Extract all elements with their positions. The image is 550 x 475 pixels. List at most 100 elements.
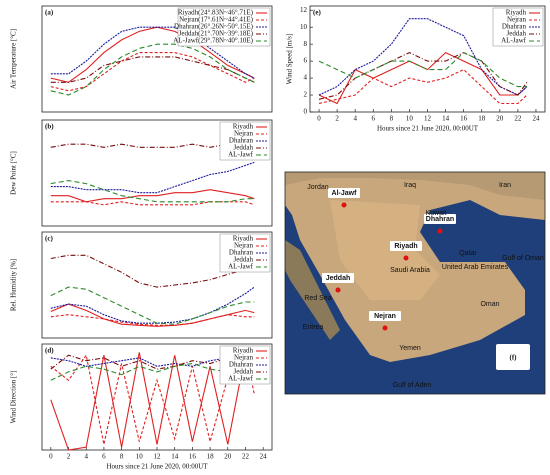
y-axis-label: Wind Speed [m/s] xyxy=(286,34,294,85)
desert xyxy=(330,200,440,300)
legend-label: Dhahran xyxy=(502,23,527,31)
city-label-box xyxy=(322,273,354,283)
x-tick-label: 8 xyxy=(390,115,394,123)
series-line xyxy=(50,303,255,327)
city-label-box xyxy=(328,188,360,198)
x-tick-label: 4 xyxy=(353,115,357,123)
city-label: Al-Jawf xyxy=(332,190,358,197)
place-label: Yemen xyxy=(399,345,421,352)
panel-label: (c) xyxy=(45,235,53,243)
legend-box xyxy=(177,7,271,47)
place-label: Eritrea xyxy=(303,324,324,331)
legend-label: Riyadh(24°.83N~46°.71E) xyxy=(178,9,254,17)
place-label: Gulf of Aden xyxy=(393,382,432,389)
legend-label: AL-Jawf xyxy=(228,151,254,159)
map-panel-label: (f) xyxy=(510,354,518,362)
legend-label: Nejran(17°.61N~44°.41E) xyxy=(179,16,254,24)
legend-label: Nejran xyxy=(234,130,254,138)
legend-box xyxy=(219,345,271,385)
x-tick-label: 4 xyxy=(84,453,88,461)
city-label-box xyxy=(390,241,422,251)
x-tick-label: 10 xyxy=(406,115,414,123)
series-line xyxy=(318,68,528,105)
y-axis-label: Rel. Humidity [%] xyxy=(10,259,18,311)
y-tick-label: 10 xyxy=(300,23,308,31)
x-tick-label: 0 xyxy=(317,115,321,123)
x-tick-label: 0 xyxy=(49,453,53,461)
x-tick-label: 12 xyxy=(154,453,162,461)
y-axis-label: Air Temperature [°C] xyxy=(10,29,18,89)
x-tick-label: 18 xyxy=(478,115,486,123)
place-label: Qatar xyxy=(459,250,477,257)
series-line xyxy=(50,201,255,206)
map-frame xyxy=(284,171,546,395)
series-line xyxy=(50,180,255,203)
y-tick-label: 0 xyxy=(304,108,308,116)
x-axis-label: Hours since 21 June 2020, 00:00UT xyxy=(377,125,479,133)
place-label: Kuwait xyxy=(425,210,446,217)
map-panel xyxy=(285,172,545,394)
legend-label: Dhahran xyxy=(229,361,254,369)
legend-label: Nejran xyxy=(507,16,527,24)
series-line xyxy=(50,286,255,324)
legend-label: Dhahran(26°.26N~50°.15E) xyxy=(174,23,254,31)
city-marker xyxy=(335,287,341,293)
panel-label: (e) xyxy=(313,9,321,17)
city-marker xyxy=(437,228,443,234)
series-line xyxy=(50,286,255,325)
series-line xyxy=(50,314,255,326)
series-line xyxy=(318,51,528,105)
city-label: Riyadh xyxy=(394,243,417,250)
x-tick-label: 14 xyxy=(171,453,179,461)
x-tick-label: 16 xyxy=(189,453,197,461)
x-tick-label: 22 xyxy=(242,453,250,461)
plot-frame xyxy=(41,5,273,113)
series-line xyxy=(318,18,528,96)
x-tick-label: 12 xyxy=(424,115,432,123)
place-label: Iran xyxy=(499,182,511,189)
series-line xyxy=(50,52,255,92)
x-tick-label: 2 xyxy=(335,115,339,123)
series-line xyxy=(50,26,255,79)
city-label: Dhahran xyxy=(426,216,454,223)
legend-label: Riyadh xyxy=(506,9,527,17)
legend-label: Dhahran xyxy=(229,137,254,145)
legend-box xyxy=(219,233,271,273)
x-tick-label: 16 xyxy=(460,115,468,123)
x-tick-label: 20 xyxy=(496,115,504,123)
y-tick-label: 8 xyxy=(304,40,308,48)
legend-box xyxy=(492,7,544,47)
x-tick-label: 8 xyxy=(120,453,124,461)
legend-label: Jeddah xyxy=(234,256,254,264)
city-marker xyxy=(403,255,409,261)
legend-label: Jeddah xyxy=(507,30,527,38)
legend-label: AL-Jawf xyxy=(501,37,527,45)
y-axis-label: Wind Direction [°] xyxy=(10,371,18,424)
x-tick-label: 20 xyxy=(224,453,232,461)
series-line xyxy=(50,354,255,370)
city-marker xyxy=(382,325,388,331)
series-line xyxy=(50,43,255,96)
y-axis-label: Dew Point [°C] xyxy=(10,151,18,195)
plot-frame xyxy=(41,231,273,339)
legend-label: AL-Jawf xyxy=(228,263,254,271)
legend-label: Nejran xyxy=(234,242,254,250)
city-label-box xyxy=(369,311,401,321)
city-label: Jeddah xyxy=(326,275,351,282)
legend-label: Dhahran xyxy=(229,249,254,257)
place-label: United Arab Emirates xyxy=(442,264,509,271)
y-tick-label: 4 xyxy=(304,74,308,82)
series-line xyxy=(50,56,255,83)
x-tick-label: 10 xyxy=(136,453,144,461)
legend-label: AL-Jawf xyxy=(228,375,254,383)
x-tick-label: 2 xyxy=(67,453,71,461)
x-tick-label: 18 xyxy=(207,453,215,461)
legend-label: Riyadh xyxy=(233,235,254,243)
y-tick-label: 6 xyxy=(304,57,308,65)
legend-label: Jeddah xyxy=(234,144,254,152)
series-line xyxy=(50,254,255,288)
series-line xyxy=(50,354,255,373)
series-line xyxy=(318,51,528,100)
x-tick-label: 6 xyxy=(102,453,106,461)
legend-label: Riyadh xyxy=(233,347,254,355)
